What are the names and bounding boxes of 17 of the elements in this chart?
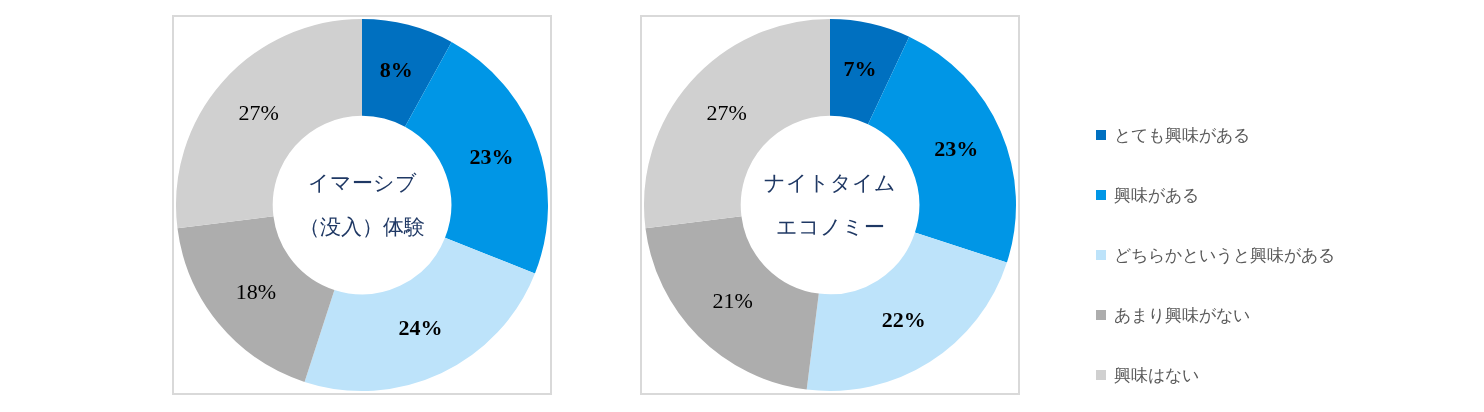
text: ナイトタイムエコノミー: [763, 170, 897, 241]
data-label: 27%: [238, 99, 279, 125]
data-label: 18%: [235, 278, 277, 304]
data-label: 23%: [469, 144, 514, 170]
legend-label: 興味はない: [1114, 363, 1199, 387]
data-label: 23%: [934, 136, 979, 162]
legend-label: どちらかというと興味がある: [1114, 243, 1335, 267]
data-label: 24%: [398, 315, 443, 341]
data-label: 21%: [712, 288, 753, 314]
legend-label: あまり興味がない: [1114, 303, 1250, 327]
text: イマーシブ（没入）体験: [298, 170, 426, 241]
data-label: 27%: [706, 99, 747, 125]
legend-label: 興味がある: [1114, 183, 1199, 207]
data-label: 22%: [881, 306, 926, 332]
legend-label: とても興味がある: [1114, 123, 1250, 147]
data-label: 7%: [843, 56, 877, 82]
data-label: 8%: [379, 57, 413, 83]
